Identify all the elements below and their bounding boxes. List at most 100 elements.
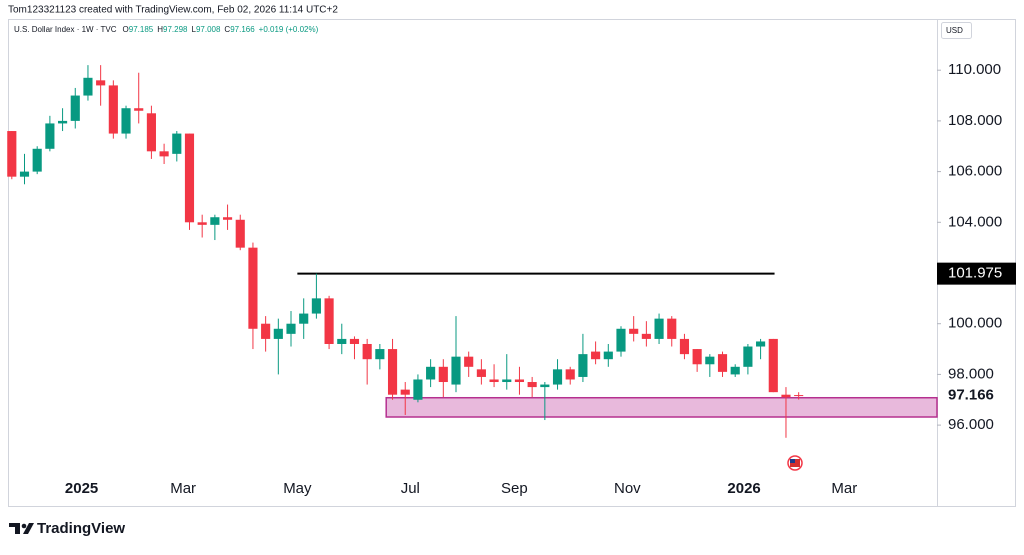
candle-body <box>667 318 677 339</box>
y-tick-label: 98.000 <box>948 365 994 382</box>
candle-body <box>184 133 195 223</box>
y-tick-label: 104.000 <box>948 213 1002 230</box>
y-tick-label: 96.000 <box>948 416 994 433</box>
candle-body <box>387 349 398 395</box>
candle-body <box>375 349 385 360</box>
y-tick-label: 100.000 <box>948 315 1002 332</box>
ohlc-letter: H <box>157 25 163 34</box>
candle-body <box>641 333 651 339</box>
candle-body <box>565 369 575 380</box>
logo-dot <box>21 523 27 529</box>
symbol-title: U.S. Dollar Index · 1W · TVC <box>14 25 117 34</box>
flag-icon <box>787 455 803 471</box>
price-label-box <box>937 262 1016 285</box>
candle-body <box>476 369 486 377</box>
candle-body <box>311 298 321 314</box>
candle-body <box>629 328 639 334</box>
candle-body <box>159 151 169 157</box>
candle-body <box>172 133 182 154</box>
candle-body <box>121 108 131 134</box>
candle-body <box>70 95 80 121</box>
candle-body <box>134 108 144 111</box>
candle-body <box>451 356 461 385</box>
candle-body <box>756 341 766 347</box>
ohlc-value: 97.185 <box>129 25 154 34</box>
candle-body <box>261 323 271 339</box>
candle-body <box>248 247 258 329</box>
candle-body <box>591 351 601 360</box>
candle-body <box>743 346 753 367</box>
candle-body <box>19 171 30 177</box>
logo-mark <box>9 523 20 534</box>
price-label: 101.975 <box>948 265 1002 282</box>
candle-body <box>438 366 448 383</box>
candle-body <box>603 351 613 360</box>
candle-body <box>426 366 436 380</box>
credit: Tom123321123 created with TradingView.co… <box>8 5 338 16</box>
candle-body <box>337 338 347 344</box>
candle-body <box>692 349 702 365</box>
currency-box[interactable] <box>941 22 972 39</box>
ohlc-letter: L <box>192 25 197 34</box>
candle-body <box>7 131 17 177</box>
ohlc-letter: C <box>224 25 230 34</box>
candle-body <box>578 354 588 377</box>
candle-body <box>349 338 360 344</box>
candle-body <box>552 369 563 385</box>
ohlc-value: 97.298 <box>163 25 188 34</box>
x-tick-label: Jul <box>401 480 420 497</box>
candle-body <box>781 394 791 398</box>
candle-body <box>83 77 93 96</box>
logo-mark <box>23 523 34 534</box>
candle-body <box>210 217 220 225</box>
x-tick-label: May <box>283 480 312 497</box>
candle-body <box>222 217 233 220</box>
candle-body <box>654 318 664 339</box>
change: +0.019 (+0.02%) <box>259 25 319 34</box>
candle-body <box>413 379 423 400</box>
x-tick-label: Sep <box>501 480 528 497</box>
x-tick-label: 2026 <box>727 480 760 497</box>
candle-body <box>705 356 715 365</box>
candle-body <box>299 313 309 324</box>
candle-body <box>286 323 296 334</box>
candle-body <box>58 120 68 124</box>
legend: U.S. Dollar Index · 1W · TVC O97.185 H97.2… <box>14 25 319 34</box>
candle-body <box>679 338 690 355</box>
candle-body <box>32 148 42 172</box>
candle-body <box>45 123 55 149</box>
candle-body <box>400 389 410 395</box>
y-tick-label: 110.000 <box>948 61 1001 78</box>
candle-body <box>527 382 537 388</box>
ohlc-value: 97.166 <box>230 25 255 34</box>
candle-body <box>502 379 512 383</box>
candle-body <box>324 298 334 344</box>
candle-body <box>108 85 118 134</box>
candle-body <box>464 356 474 367</box>
ohlc-letter: O <box>123 25 129 34</box>
candle-body <box>794 395 804 397</box>
candle-body <box>146 113 156 152</box>
x-tick-label: 2025 <box>65 480 98 497</box>
candle-body <box>273 328 283 339</box>
candle-body <box>768 338 778 393</box>
brand: TradingView <box>37 520 125 537</box>
candle-body <box>730 366 740 375</box>
currency: USD <box>946 26 963 35</box>
candle-body <box>235 219 245 248</box>
x-tick-label: Nov <box>614 480 641 497</box>
candle-body <box>540 384 550 388</box>
candle-body <box>514 379 525 383</box>
candle-body <box>616 328 626 352</box>
y-tick-label: 108.000 <box>948 112 1002 129</box>
ohlc-value: 97.008 <box>196 25 221 34</box>
zone <box>385 396 938 418</box>
logo <box>9 523 34 534</box>
candle-body <box>96 80 106 86</box>
candle-body <box>489 379 499 383</box>
candle-body <box>362 343 372 360</box>
x-tick-label: Mar <box>170 480 196 497</box>
y-tick-label: 106.000 <box>948 163 1002 180</box>
